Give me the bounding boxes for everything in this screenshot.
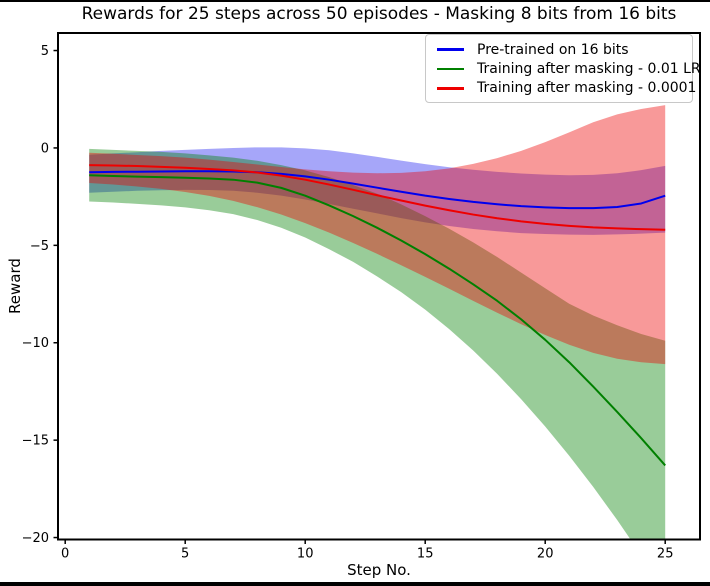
- x-tick-label: 10: [297, 547, 314, 562]
- figure-border-top: [0, 0, 710, 2]
- x-tick-label: 25: [657, 547, 674, 562]
- legend-item-pretrained: Pre-trained on 16 bits: [434, 40, 684, 59]
- legend: Pre-trained on 16 bits Training after ma…: [425, 34, 701, 103]
- x-axis-label: Step No.: [347, 561, 411, 579]
- legend-line-swatch-blue: [437, 48, 464, 51]
- series-line-1: [89, 174, 666, 467]
- legend-item-masking-00001: Training after masking - 0.0001: [434, 79, 696, 98]
- confidence-band-0: [89, 147, 666, 235]
- series-line-0: [89, 170, 666, 210]
- y-tick-label: 5: [41, 44, 49, 59]
- y-tick-label: −20: [22, 531, 49, 546]
- legend-item-masking-001lr: Training after masking - 0.01 LR: [434, 59, 701, 78]
- x-tick-label: 15: [417, 547, 434, 562]
- legend-line-swatch-red: [437, 87, 464, 90]
- axes-spines: [57, 32, 701, 541]
- y-tick-label: −15: [22, 434, 49, 449]
- confidence-band-2: [89, 105, 666, 365]
- y-tick-label: −5: [30, 239, 49, 254]
- legend-label: Training after masking - 0.0001: [477, 80, 697, 97]
- y-tick-label: 0: [41, 141, 49, 156]
- legend-label: Training after masking - 0.01 LR: [477, 60, 701, 77]
- legend-label: Pre-trained on 16 bits: [477, 41, 629, 58]
- x-tick-label: 0: [61, 547, 69, 562]
- x-tick-label: 5: [181, 547, 189, 562]
- legend-line-swatch-green: [437, 67, 464, 71]
- x-tick-label: 20: [537, 547, 554, 562]
- series-line-2: [89, 164, 666, 231]
- figure-border-bottom: [0, 582, 710, 586]
- y-tick-label: −10: [22, 336, 49, 351]
- chart-title: Rewards for 25 steps across 50 episodes …: [81, 4, 677, 24]
